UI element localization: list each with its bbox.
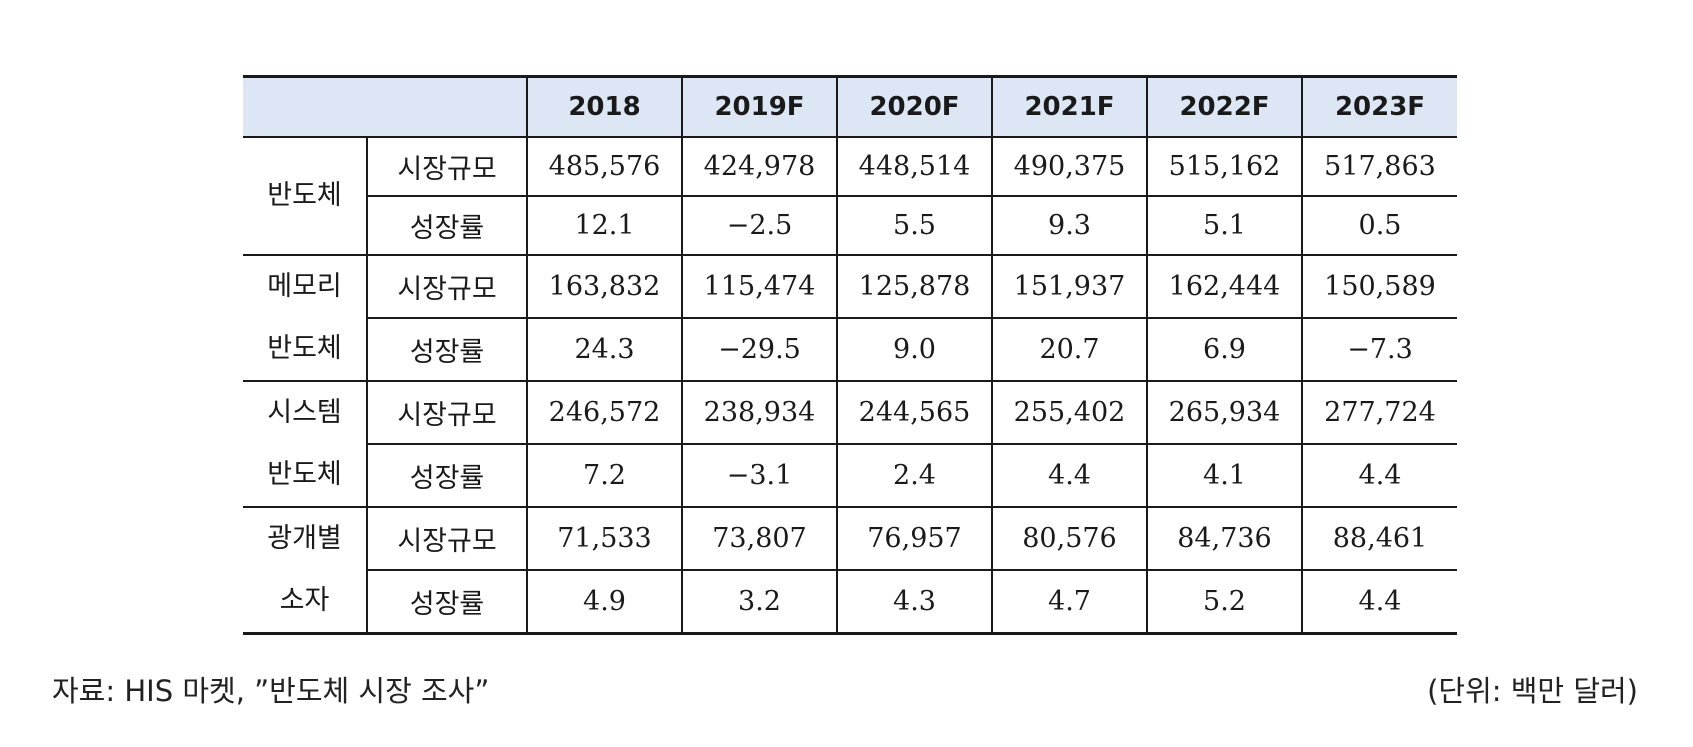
metric-cell: 성장률 bbox=[367, 443, 528, 508]
header-year: 2021F bbox=[991, 75, 1148, 138]
value-cell: 485,576 bbox=[526, 136, 683, 197]
value-cell: 4.1 bbox=[1146, 443, 1303, 508]
value-cell: 76,957 bbox=[836, 506, 993, 571]
value-cell: 71,533 bbox=[526, 506, 683, 571]
market-table-container: 2018 2019F 2020F 2021F 2022F 2023F 반도체 시… bbox=[243, 75, 1457, 635]
value-cell: 4.4 bbox=[991, 443, 1148, 508]
value-cell: −3.1 bbox=[681, 443, 838, 508]
value-cell: 9.3 bbox=[991, 195, 1148, 256]
category-cell: 시스템 반도체 bbox=[243, 380, 368, 508]
value-cell: 163,832 bbox=[526, 254, 683, 319]
value-cell: 150,589 bbox=[1301, 254, 1457, 319]
value-cell: 4.3 bbox=[836, 568, 993, 635]
value-cell: 5.1 bbox=[1146, 195, 1303, 256]
value-cell: 3.2 bbox=[681, 568, 838, 635]
value-cell: −29.5 bbox=[681, 317, 838, 382]
category-cell: 반도체 bbox=[243, 136, 368, 256]
category-label: 반도체 bbox=[267, 180, 342, 211]
value-cell: 80,576 bbox=[991, 506, 1148, 571]
value-cell: 515,162 bbox=[1146, 136, 1303, 197]
value-cell: 4.7 bbox=[991, 568, 1148, 635]
value-cell: 277,724 bbox=[1301, 380, 1457, 445]
table-row: 반도체 시장규모 485,576 424,978 448,514 490,375… bbox=[243, 136, 1457, 256]
value-cell: 448,514 bbox=[836, 136, 993, 197]
value-cell: −2.5 bbox=[681, 195, 838, 256]
value-cell: 246,572 bbox=[526, 380, 683, 445]
header-year: 2023F bbox=[1301, 75, 1457, 138]
value-cell: 9.0 bbox=[836, 317, 993, 382]
header-row: 2018 2019F 2020F 2021F 2022F 2023F bbox=[243, 75, 1457, 138]
table-row: 메모리 반도체 시장규모 163,832 115,474 125,878 151… bbox=[243, 254, 1457, 382]
table-row: 성장률 12.1 −2.5 5.5 9.3 5.1 0.5 bbox=[243, 195, 1457, 256]
category-label-line1: 광개별 bbox=[267, 523, 342, 554]
value-cell: 424,978 bbox=[681, 136, 838, 197]
source-note: 자료: HIS 마켓, ”반도체 시장 조사” bbox=[52, 674, 490, 708]
value-cell: −7.3 bbox=[1301, 317, 1457, 382]
value-cell: 20.7 bbox=[991, 317, 1148, 382]
value-cell: 5.2 bbox=[1146, 568, 1303, 635]
header-corner bbox=[243, 75, 528, 138]
value-cell: 5.5 bbox=[836, 195, 993, 256]
category-label-line1: 시스템 bbox=[267, 397, 342, 428]
table-row: 성장률 4.9 3.2 4.3 4.7 5.2 4.4 bbox=[243, 568, 1457, 635]
value-cell: 84,736 bbox=[1146, 506, 1303, 571]
metric-cell: 성장률 bbox=[367, 568, 528, 635]
value-cell: 490,375 bbox=[991, 136, 1148, 197]
header-year: 2018 bbox=[526, 75, 683, 138]
metric-cell: 시장규모 bbox=[366, 254, 528, 319]
value-cell: 88,461 bbox=[1301, 506, 1457, 571]
value-cell: 115,474 bbox=[681, 254, 838, 319]
header-year: 2022F bbox=[1146, 75, 1303, 138]
category-label-line2: 반도체 bbox=[267, 333, 342, 364]
category-label-line2: 소자 bbox=[279, 585, 330, 616]
value-cell: 255,402 bbox=[991, 380, 1148, 445]
value-cell: 73,807 bbox=[681, 506, 838, 571]
metric-cell: 시장규모 bbox=[366, 506, 528, 571]
value-cell: 4.9 bbox=[526, 568, 683, 635]
value-cell: 151,937 bbox=[991, 254, 1148, 319]
value-cell: 4.4 bbox=[1301, 568, 1457, 635]
header-year: 2019F bbox=[681, 75, 838, 138]
value-cell: 517,863 bbox=[1301, 136, 1457, 197]
value-cell: 265,934 bbox=[1146, 380, 1303, 445]
value-cell: 2.4 bbox=[836, 443, 993, 508]
metric-cell: 성장률 bbox=[367, 195, 528, 256]
value-cell: 6.9 bbox=[1146, 317, 1303, 382]
category-label-line1: 메모리 bbox=[267, 271, 342, 302]
value-cell: 4.4 bbox=[1301, 443, 1457, 508]
value-cell: 7.2 bbox=[526, 443, 683, 508]
metric-cell: 성장률 bbox=[367, 317, 528, 382]
value-cell: 162,444 bbox=[1146, 254, 1303, 319]
value-cell: 238,934 bbox=[681, 380, 838, 445]
category-label-line2: 반도체 bbox=[267, 459, 342, 490]
table-row: 성장률 24.3 −29.5 9.0 20.7 6.9 −7.3 bbox=[243, 317, 1457, 382]
table-row: 시스템 반도체 시장규모 246,572 238,934 244,565 255… bbox=[243, 380, 1457, 508]
table-row: 광개별 소자 시장규모 71,533 73,807 76,957 80,576 … bbox=[243, 506, 1457, 635]
header-year: 2020F bbox=[836, 75, 993, 138]
table-row: 성장률 7.2 −3.1 2.4 4.4 4.1 4.4 bbox=[243, 443, 1457, 508]
value-cell: 0.5 bbox=[1301, 195, 1457, 256]
metric-cell: 시장규모 bbox=[366, 136, 528, 197]
unit-note: (단위: 백만 달러) bbox=[1427, 674, 1638, 708]
value-cell: 12.1 bbox=[526, 195, 683, 256]
metric-cell: 시장규모 bbox=[366, 380, 528, 445]
value-cell: 125,878 bbox=[836, 254, 993, 319]
semiconductor-market-table: 2018 2019F 2020F 2021F 2022F 2023F 반도체 시… bbox=[243, 75, 1457, 635]
value-cell: 244,565 bbox=[836, 380, 993, 445]
value-cell: 24.3 bbox=[526, 317, 683, 382]
category-cell: 메모리 반도체 bbox=[243, 254, 368, 382]
category-cell: 광개별 소자 bbox=[243, 506, 368, 635]
